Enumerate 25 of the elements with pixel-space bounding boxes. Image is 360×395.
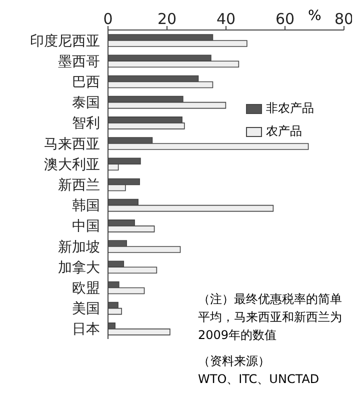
legend-label: 农产品 [266, 123, 302, 140]
y-tick-label: 墨西哥 [58, 54, 100, 70]
y-tick-label: 欧盟 [72, 280, 100, 296]
x-tick-label: 60 [275, 10, 295, 28]
annotation: （注）最终优惠税率的简单平均，马来西亚和新西兰为2009年的数值 [198, 291, 343, 344]
y-tick-label: 加拿大 [58, 260, 100, 276]
y-tick-label: 泰国 [72, 95, 100, 112]
y-tick-label: 巴西 [72, 74, 100, 90]
y-tick-label: 马来西亚 [44, 136, 100, 152]
y-tick-label: 新西兰 [58, 177, 100, 194]
text: （资料来源） [198, 353, 271, 370]
y-tick-label: 日本 [72, 322, 100, 338]
x-tick-label: 20 [157, 10, 177, 28]
x-tick-label: 0 [103, 10, 113, 28]
y-tick-label: 中国 [72, 218, 100, 235]
x-axis-title: % [308, 8, 322, 24]
text: WTO、ITC、UNCTAD [198, 371, 320, 388]
y-tick-label: 美国 [72, 301, 100, 318]
x-tick-label: 40 [216, 10, 236, 28]
legend-label: 非农产品 [266, 100, 314, 117]
y-tick-label: 智利 [72, 116, 100, 132]
y-tick-label: 印度尼西亚 [30, 33, 100, 50]
y-tick-label: 新加坡 [58, 239, 100, 256]
y-tick-label: 澳大利亚 [44, 156, 100, 173]
y-tick-label: 韩国 [72, 198, 100, 214]
